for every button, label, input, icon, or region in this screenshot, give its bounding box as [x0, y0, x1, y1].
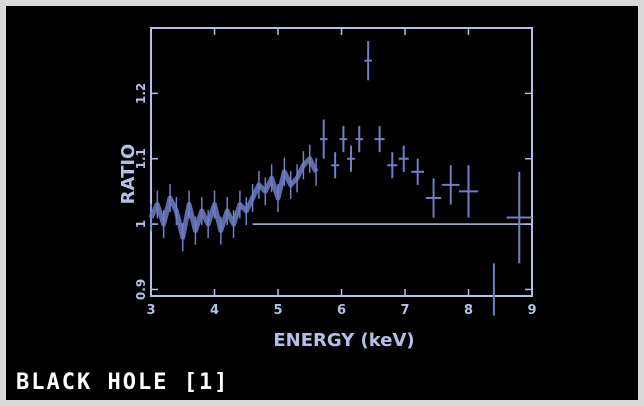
- data-point: [364, 41, 372, 81]
- plot-area: [150, 27, 533, 297]
- x-tick-label: 8: [464, 303, 473, 318]
- y-tick-label: 1.1: [134, 148, 148, 169]
- data-point: [441, 165, 460, 205]
- y-axis-label: RATIO: [118, 144, 139, 205]
- data-point: [458, 165, 479, 218]
- data-point: [506, 171, 532, 264]
- caption-label: BLACK HOLE [1]: [16, 370, 230, 395]
- x-tick-label: 6: [337, 303, 346, 318]
- data-point: [319, 119, 328, 159]
- spectrum-chart: 3 4 5 6 7 8 9 0.9 1 1.1 1.2 ENERGY (keV) RATIO: [118, 27, 537, 351]
- y-tick-label: 1.2: [134, 83, 148, 104]
- data-point: [387, 152, 398, 179]
- x-tick-label: 3: [146, 303, 155, 318]
- y-tick-label: 0.9: [134, 279, 148, 300]
- x-tick-label: 4: [210, 303, 219, 318]
- x-tick-label: 5: [273, 303, 282, 318]
- x-axis-label: ENERGY (keV): [273, 330, 414, 351]
- x-tick-label: 7: [400, 303, 409, 318]
- data-point: [374, 126, 385, 153]
- chart-frame: 3 4 5 6 7 8 9 0.9 1 1.1 1.2 ENERGY (keV) RATIO BLA…: [6, 6, 638, 400]
- data-point: [398, 145, 409, 172]
- data-point: [355, 126, 364, 153]
- data-point: [425, 178, 442, 218]
- data-point: [331, 152, 339, 179]
- y-tick-label: 1: [134, 220, 148, 228]
- data-point: [411, 158, 425, 185]
- x-tick-label: 9: [527, 303, 536, 318]
- data-point: [347, 145, 355, 172]
- data-point: [339, 126, 348, 153]
